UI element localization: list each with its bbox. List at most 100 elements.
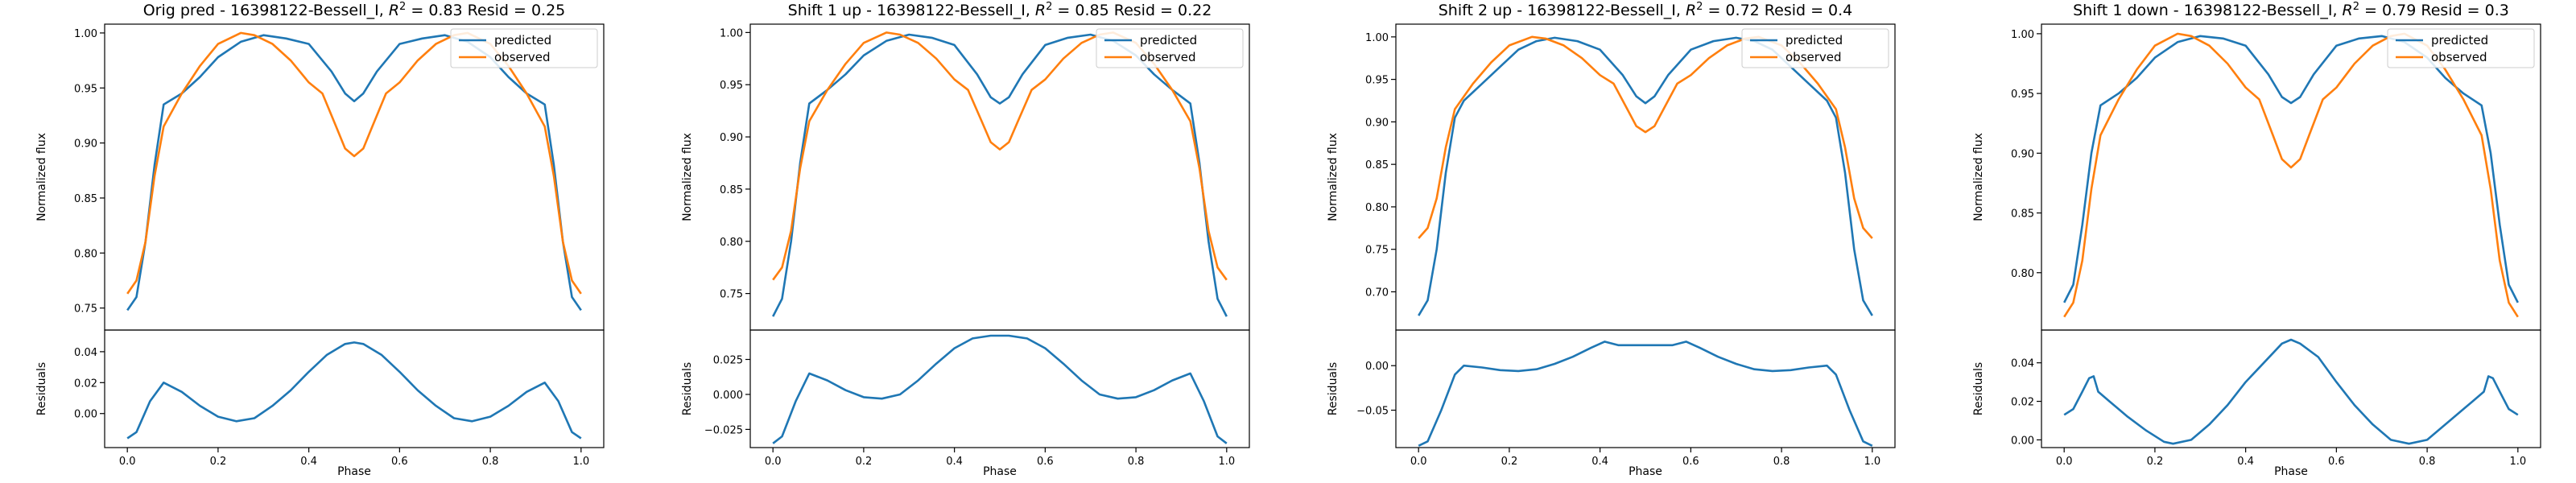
title-suffix: = 0.85 Resid = 0.22 (1052, 2, 1212, 19)
title-suffix: = 0.72 Resid = 0.4 (1703, 2, 1852, 19)
y-tick-label: 0.80 (2011, 268, 2034, 280)
y-tick-label: 0.95 (720, 80, 743, 92)
x-tick-label: 0.8 (482, 456, 499, 468)
residual-y-tick-label: 0.000 (713, 390, 743, 402)
chart-panel-3: Shift 2 up - 16398122-Bessell_I, R2 = 0.… (1327, 1, 1896, 478)
title-r2-symbol: R (389, 2, 399, 19)
y-tick-label: 1.00 (1365, 32, 1389, 44)
y-axis-label: Normalized flux (1972, 133, 1985, 221)
y-tick-label: 0.90 (2011, 148, 2034, 160)
x-tick-label: 0.6 (391, 456, 408, 468)
x-tick-label: 0.0 (119, 456, 136, 468)
title-r2-exponent: 2 (1046, 1, 1052, 13)
legend-box (1096, 28, 1244, 68)
x-tick-label: 0.4 (300, 456, 317, 468)
y-tick-label: 0.70 (1365, 287, 1389, 299)
title-prefix: Shift 1 down - 16398122-Bessell_I, (2073, 2, 2342, 19)
y-tick-label: 0.80 (720, 237, 743, 249)
y-tick-label: 0.80 (1365, 202, 1389, 214)
y-tick-label: 0.95 (2011, 89, 2034, 101)
residual-y-tick-label: 0.02 (2011, 397, 2034, 409)
residual-y-tick-label: 0.00 (74, 409, 97, 421)
x-tick-label: 1.0 (572, 456, 589, 468)
residual-y-tick-label: 0.02 (74, 378, 97, 390)
y-tick-label: 0.75 (720, 289, 743, 301)
title-suffix: = 0.79 Resid = 0.3 (2359, 2, 2509, 19)
y-tick-label: 0.85 (1365, 159, 1389, 171)
title-r2-symbol: R (1035, 2, 1046, 19)
y-tick-label: 1.00 (74, 28, 97, 40)
legend-label-observed: observed (494, 50, 551, 64)
y-tick-label: 0.85 (720, 184, 743, 196)
title-r2-exponent: 2 (399, 1, 406, 13)
title-r2-symbol: R (2343, 2, 2353, 19)
x-tick-label: 0.6 (1037, 456, 1054, 468)
legend-label-observed: observed (1785, 50, 1842, 64)
x-tick-label: 1.0 (1218, 456, 1235, 468)
observed-line (2063, 32, 2519, 318)
x-tick-label: 1.0 (1864, 456, 1880, 468)
x-tick-label: 0.4 (2237, 456, 2254, 468)
predicted-line (126, 34, 582, 312)
x-tick-label: 0.0 (1410, 456, 1427, 468)
chart-panel-1: Orig pred - 16398122-Bessell_I, R2 = 0.8… (35, 1, 605, 478)
y-tick-label: 0.95 (74, 83, 97, 95)
chart-title: Shift 2 up - 16398122-Bessell_I, R2 = 0.… (1439, 1, 1853, 19)
y-tick-label: 0.90 (720, 132, 743, 144)
y-tick-label: 0.95 (1365, 75, 1389, 87)
title-r2-exponent: 2 (1696, 1, 1703, 13)
predicted-line (2063, 35, 2519, 303)
y-tick-label: 0.85 (2011, 208, 2034, 221)
residual-y-axis-label: Residuals (35, 362, 48, 415)
y-tick-label: 0.85 (74, 193, 97, 205)
title-prefix: Shift 1 up - 16398122-Bessell_I, (788, 2, 1035, 19)
y-tick-label: 1.00 (720, 27, 743, 39)
y-axis-label: Normalized flux (35, 133, 48, 221)
x-axis-label: Phase (983, 465, 1017, 478)
chart-title: Shift 1 up - 16398122-Bessell_I, R2 = 0.… (788, 1, 1212, 19)
x-tick-label: 0.0 (2056, 456, 2073, 468)
legend-box (2387, 28, 2535, 68)
residuals-line (2063, 338, 2519, 445)
chart-title: Orig pred - 16398122-Bessell_I, R2 = 0.8… (143, 1, 566, 19)
x-tick-label: 0.2 (2147, 456, 2164, 468)
x-tick-label: 0.6 (1682, 456, 1699, 468)
x-tick-label: 0.4 (1591, 456, 1608, 468)
legend-label-predicted: predicted (494, 33, 551, 47)
observed-line (772, 31, 1228, 281)
title-suffix: = 0.83 Resid = 0.25 (406, 2, 565, 19)
title-prefix: Shift 2 up - 16398122-Bessell_I, (1439, 2, 1686, 19)
x-tick-label: 0.4 (946, 456, 963, 468)
chart-panel-4: Shift 1 down - 16398122-Bessell_I, R2 = … (1972, 1, 2541, 478)
title-r2-symbol: R (1686, 2, 1696, 19)
main-axes-frame (2041, 23, 2541, 331)
residual-y-tick-label: 0.04 (2011, 358, 2034, 370)
chart-title: Shift 1 down - 16398122-Bessell_I, R2 = … (2073, 1, 2509, 19)
legend-label-predicted: predicted (1785, 33, 1843, 47)
chart-panel-2: Shift 1 up - 16398122-Bessell_I, R2 = 0.… (681, 1, 1250, 478)
residual-y-axis-label: Residuals (681, 362, 694, 415)
predicted-line (1418, 36, 1873, 316)
x-tick-label: 0.2 (1501, 456, 1518, 468)
x-tick-label: 0.2 (856, 456, 873, 468)
x-tick-label: 0.8 (1128, 456, 1145, 468)
legend-label-predicted: predicted (1140, 33, 1197, 47)
x-tick-label: 0.2 (210, 456, 227, 468)
y-axis-label: Normalized flux (681, 133, 694, 221)
y-tick-label: 0.75 (74, 303, 97, 316)
y-tick-label: 0.90 (1365, 117, 1389, 129)
observed-line (126, 31, 582, 295)
residual-y-tick-label: −0.025 (704, 424, 743, 436)
title-r2-exponent: 2 (2353, 1, 2359, 13)
predicted-line (772, 33, 1228, 317)
residuals-axes-frame (2041, 329, 2541, 448)
x-tick-label: 0.0 (765, 456, 782, 468)
y-axis-label: Normalized flux (1327, 133, 1340, 221)
legend-box (450, 28, 598, 68)
y-tick-label: 1.00 (2011, 29, 2034, 41)
residual-y-tick-label: 0.04 (74, 347, 97, 359)
x-axis-label: Phase (1629, 465, 1662, 478)
x-tick-label: 0.6 (2328, 456, 2345, 468)
x-axis-label: Phase (2274, 465, 2308, 478)
